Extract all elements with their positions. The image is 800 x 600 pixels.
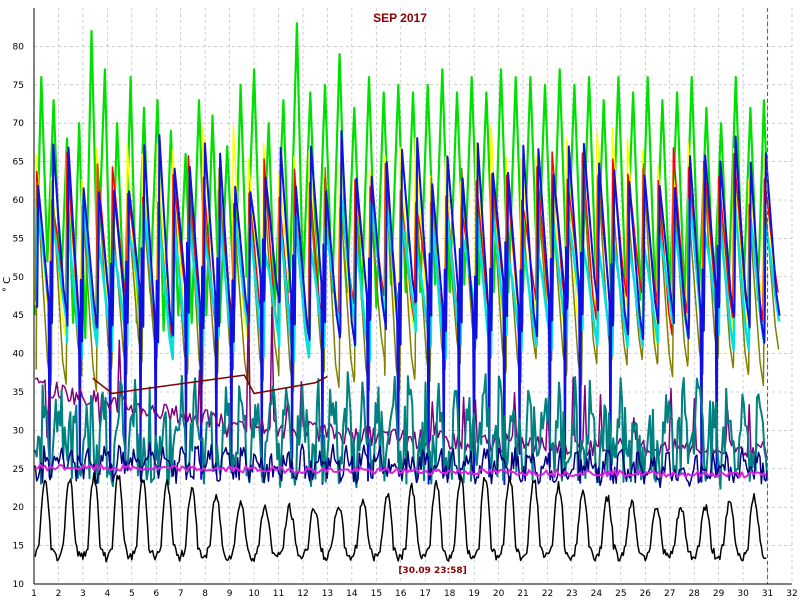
x-tick-label: 22 [542, 589, 553, 599]
x-tick-label: 4 [104, 589, 110, 599]
x-tick-label: 25 [615, 589, 626, 599]
x-tick-labels: 1 2 3 4 5 6 7 8 9 10 11 12 13 14 15 16 17 18 19 20 21 22 23 24 2… [31, 589, 798, 599]
x-tick-label: 23 [566, 589, 577, 599]
series-line-11 [34, 472, 767, 563]
y-tick-label: 50 [13, 273, 25, 283]
series-group [34, 22, 781, 563]
y-tick-label: 80 [13, 42, 25, 52]
x-tick-label: 10 [248, 589, 260, 599]
y-tick-label: 25 [13, 465, 24, 475]
x-tick-label: 21 [517, 589, 528, 599]
x-tick-label: 5 [129, 589, 135, 599]
x-tick-label: 26 [640, 589, 652, 599]
y-axis-label: ° C [2, 277, 13, 292]
x-tick-label: 7 [178, 589, 184, 599]
x-tick-label: 12 [297, 589, 308, 599]
x-tick-label: 9 [227, 589, 233, 599]
x-tick-label: 31 [762, 589, 773, 599]
y-tick-label: 55 [13, 234, 24, 244]
x-tick-label: 27 [664, 589, 675, 599]
x-tick-label: 8 [202, 589, 208, 599]
x-tick-label: 20 [493, 589, 505, 599]
y-tick-labels: 10 15 20 25 30 35 40 45 50 55 60 65 70 75 80 [13, 42, 25, 590]
y-tick-label: 70 [13, 119, 25, 129]
cursor-timestamp-label: [30.09 23:58] [398, 566, 466, 576]
y-tick-label: 65 [13, 158, 24, 168]
x-tick-label: 6 [153, 589, 159, 599]
x-tick-label: 3 [80, 589, 86, 599]
series-line-9 [35, 463, 768, 479]
x-tick-label: 28 [688, 589, 700, 599]
x-tick-label: 24 [591, 589, 603, 599]
x-tick-label: 17 [419, 589, 430, 599]
chart-title: SEP 2017 [373, 11, 427, 25]
y-tick-label: 75 [13, 81, 24, 91]
x-tick-label: 14 [346, 589, 358, 599]
y-tick-label: 35 [13, 388, 24, 398]
y-tick-label: 60 [13, 196, 25, 206]
y-tick-label: 30 [13, 426, 25, 436]
y-tick-label: 45 [13, 311, 24, 321]
x-tick-label: 1 [31, 589, 37, 599]
series-line-1 [34, 125, 779, 346]
y-tick-label: 15 [13, 542, 24, 552]
y-tick-label: 10 [13, 580, 25, 590]
x-tick-label: 15 [371, 589, 382, 599]
series-line-7 [34, 371, 769, 490]
x-tick-label: 19 [468, 589, 480, 599]
series-line-5 [36, 130, 781, 486]
x-tick-label: 32 [786, 589, 797, 599]
x-tick-label: 29 [713, 589, 725, 599]
x-tick-label: 2 [56, 589, 62, 599]
y-tick-label: 40 [13, 350, 25, 360]
y-tick-label: 20 [13, 503, 25, 513]
x-tick-label: 13 [322, 589, 333, 599]
series-line-10 [92, 374, 328, 395]
x-tick-label: 18 [444, 589, 456, 599]
x-tick-label: 16 [395, 589, 407, 599]
x-tick-label: 11 [273, 589, 284, 599]
x-tick-label: 30 [737, 589, 749, 599]
